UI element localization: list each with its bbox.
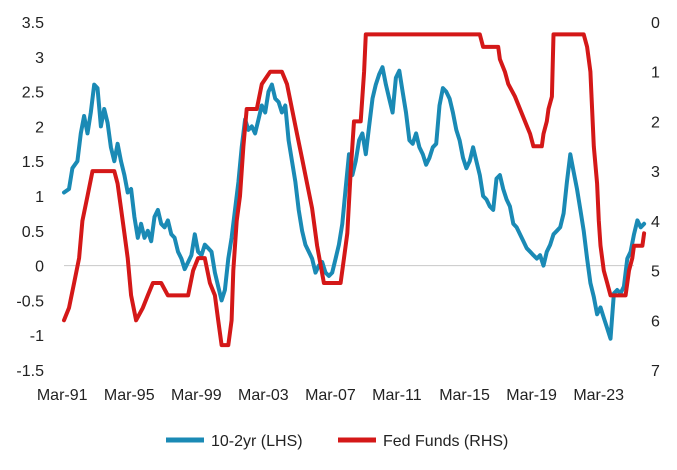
right-tick-label: 3 <box>651 164 660 181</box>
right-tick-label: 1 <box>651 65 660 82</box>
left-tick-label: 2 <box>35 119 44 136</box>
x-tick-label: Mar-95 <box>104 387 155 404</box>
series-line-fed-funds <box>62 32 647 348</box>
x-tick-label: Mar-15 <box>439 387 490 404</box>
legend: 10-2yr (LHS) Fed Funds (RHS) <box>166 433 508 450</box>
right-tick-label: 7 <box>651 363 660 380</box>
left-tick-label: 0 <box>35 259 44 276</box>
left-tick-label: -1.5 <box>16 363 44 380</box>
legend-label-fed-funds: Fed Funds (RHS) <box>383 433 508 450</box>
right-tick-label: 2 <box>651 114 660 131</box>
right-axis: 0 1 2 3 4 5 6 7 <box>651 15 660 380</box>
right-tick-label: 4 <box>651 214 660 231</box>
left-axis: -1.5 -1 -0.5 0 0.5 1 1.5 2 2.5 3 3.5 <box>16 15 44 380</box>
left-tick-label: 2.5 <box>22 85 44 102</box>
x-tick-label: Mar-03 <box>238 387 289 404</box>
x-tick-label: Mar-07 <box>305 387 356 404</box>
left-tick-label: 0.5 <box>22 224 44 241</box>
legend-label-10-2yr: 10-2yr (LHS) <box>211 433 303 450</box>
left-tick-label: -0.5 <box>16 293 44 310</box>
series-line-10-2yr <box>62 65 647 341</box>
left-tick-label: -1 <box>30 328 44 345</box>
left-tick-label: 1 <box>35 189 44 206</box>
right-tick-label: 0 <box>651 15 660 32</box>
right-tick-label: 5 <box>651 264 660 281</box>
series-layer <box>62 32 647 348</box>
x-axis: Mar-91 Mar-95 Mar-99 Mar-03 Mar-07 Mar-11 Mar-… <box>37 265 634 404</box>
left-tick-label: 3.5 <box>22 15 44 32</box>
right-tick-label: 6 <box>651 313 660 330</box>
legend-item-fed-funds: Fed Funds (RHS) <box>338 433 508 450</box>
x-tick-label: Mar-23 <box>573 387 624 404</box>
x-tick-label: Mar-99 <box>171 387 222 404</box>
left-tick-label: 1.5 <box>22 154 44 171</box>
legend-item-10-2yr: 10-2yr (LHS) <box>166 433 303 450</box>
x-tick-label: Mar-91 <box>37 387 88 404</box>
left-tick-label: 3 <box>35 50 44 67</box>
x-tick-label: Mar-11 <box>372 387 422 404</box>
x-tick-label: Mar-19 <box>506 387 557 404</box>
